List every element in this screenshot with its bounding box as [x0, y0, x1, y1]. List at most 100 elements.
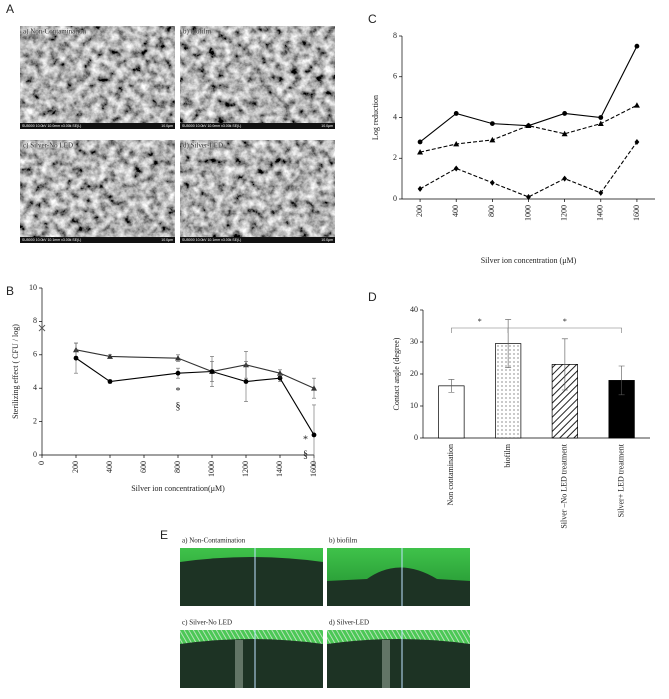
sem-footer-bar: [180, 237, 335, 243]
y-tick-label: 10: [410, 401, 418, 410]
x-tick-label: 1600: [632, 205, 641, 221]
contact-caption: c) Silver-No LED: [182, 619, 232, 627]
x-tick-label: 1600: [309, 461, 318, 477]
marker: [417, 149, 424, 155]
sem-image: c) Silver-No LED SU5000 10.0kV 10.1mm x3.…: [20, 140, 175, 243]
marker: [489, 179, 495, 186]
substrate: [180, 639, 323, 688]
x-tick-label: 1000: [523, 205, 532, 221]
substrate: [327, 567, 470, 606]
annotation: §: [303, 449, 308, 460]
marker: [634, 43, 640, 49]
sem-caption: a) Non-Contamination: [23, 28, 87, 36]
marker: [489, 121, 495, 127]
y-tick-label: 8: [33, 316, 37, 325]
sem-scale: 10.0μm: [321, 124, 333, 128]
marker: [634, 138, 640, 145]
y-tick-label: 6: [33, 350, 37, 359]
marker: [453, 165, 459, 172]
x-tick-label: 400: [451, 205, 460, 217]
sem-image: b) biofilm SU5000 10.0kV 10.0mm x3.00k SE…: [180, 26, 335, 129]
sem-footer-bar: [20, 237, 175, 243]
x-tick-label: 800: [487, 205, 496, 217]
y-tick-label: 6: [393, 72, 397, 81]
marker: [243, 379, 249, 384]
sem-caption: c) Silver-No LED: [23, 142, 73, 150]
marker: [311, 385, 317, 391]
y-tick-label: 8: [393, 31, 397, 40]
marker: [598, 115, 604, 120]
y-tick-label: 2: [33, 416, 37, 425]
contact-caption: b) biofilm: [329, 537, 358, 545]
sem-images: a) Non-Contamination SU5000 10.0kV 10.0mm…: [20, 26, 335, 243]
marker: [417, 185, 423, 192]
chart: 0 2 4 6 8 10 0 200 400 600 800 1000 1200 1400 1600 Ster…: [11, 283, 318, 493]
x-tick-label: 1400: [275, 461, 284, 477]
sem-caption: b) biofilm: [183, 28, 212, 36]
x-tick-label: Silver –No LED treatment: [560, 443, 569, 528]
contact-caption: d) Silver-LED: [329, 619, 369, 627]
panel-label: D: [368, 290, 377, 304]
annotation: *: [278, 374, 283, 385]
x-tick-label: 0: [37, 461, 46, 465]
contact-image: c) Silver-No LED: [180, 619, 323, 688]
panel-label: B: [6, 284, 14, 298]
x-tick-label: biofilm: [503, 443, 512, 467]
marker: [562, 111, 568, 116]
y-tick-label: 0: [414, 433, 418, 442]
marker: [277, 375, 283, 381]
chart: 0 2 4 6 8 200 400 800 1000 1200 1400 1600 Log reduct…: [371, 31, 655, 265]
sem-scale: 10.0μm: [161, 238, 173, 242]
significance-bracket: [451, 327, 509, 333]
error-bar: [561, 338, 568, 391]
sem-footer: SU5000 10.0kV 10.0mm x3.00k SE(L): [22, 124, 81, 128]
x-tick-label: 1000: [207, 461, 216, 477]
panel-label: A: [6, 2, 14, 16]
marker: [107, 379, 113, 384]
series-line: [419, 141, 638, 198]
y-axis-label: Contact angle (degree): [392, 337, 401, 410]
marker: [107, 353, 113, 359]
contact-images: a) Non-Contamination b) biofilm c) Silver-…: [180, 537, 470, 688]
y-tick-label: 0: [33, 450, 37, 459]
sem-caption: d) Silver-LED: [183, 142, 223, 150]
sem-texture: [20, 140, 175, 243]
y-tick-label: 40: [410, 305, 418, 314]
reflection: [382, 640, 390, 688]
marker: [526, 193, 531, 200]
x-tick-label: 600: [139, 461, 148, 473]
contact-caption: a) Non-Contamination: [182, 537, 246, 545]
marker: [561, 130, 568, 137]
significance-bracket: [507, 327, 622, 333]
x-tick-label: 1200: [241, 461, 250, 477]
bar: [438, 385, 465, 439]
x-tick-label: Non contamination: [446, 444, 455, 506]
sem-texture: [20, 26, 175, 129]
annotation: *: [176, 386, 181, 397]
x-tick-label: 400: [105, 461, 114, 473]
reflection: [235, 640, 243, 688]
y-tick-label: 2: [393, 153, 397, 162]
contact-image: a) Non-Contamination: [180, 537, 323, 606]
series-line: [419, 104, 638, 153]
chart: 0 10 20 30 40 Non contamination biofilm Silver …: [392, 305, 650, 529]
marker: [598, 189, 604, 196]
marker: [597, 120, 604, 127]
y-tick-label: 4: [33, 383, 37, 392]
marker: [633, 102, 640, 108]
marker: [73, 355, 79, 361]
marker: [277, 370, 283, 376]
x-tick-label: 1200: [559, 205, 568, 221]
sem-footer-bar: [20, 123, 175, 129]
y-tick-label: 4: [393, 112, 397, 121]
sem-texture: [180, 26, 335, 129]
marker: [175, 370, 181, 376]
x-tick-label: 800: [173, 461, 182, 473]
sem-texture: [180, 140, 335, 243]
marker: [38, 324, 46, 332]
sem-footer: SU5000 10.0kV 10.0mm x3.00k SE(L): [182, 124, 241, 128]
marker: [175, 355, 181, 361]
sem-footer: SU5000 10.0kV 10.1mm x3.00k SE(L): [22, 238, 81, 242]
marker: [562, 175, 568, 182]
